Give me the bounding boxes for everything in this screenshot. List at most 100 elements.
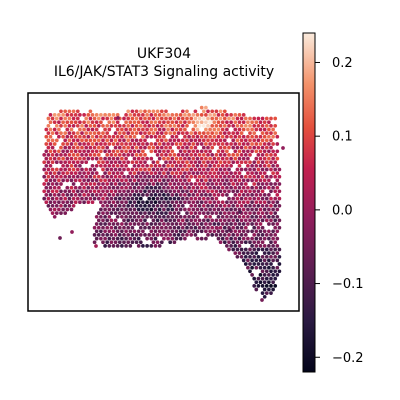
spot [248,116,252,121]
spot [185,233,189,237]
spot [208,142,212,146]
spot [92,167,97,172]
spot [134,138,139,143]
spot [82,113,86,117]
spot [176,116,181,121]
spot [159,138,164,143]
spot [65,200,70,205]
spot [204,214,208,219]
spot [105,167,110,172]
spot [149,214,154,219]
spot [199,105,204,110]
spot [101,174,105,179]
spot [141,142,145,146]
spot [128,178,133,183]
spot [231,160,236,165]
spot [258,273,263,277]
spot [86,127,91,132]
spot [246,222,250,226]
spot [48,127,53,132]
spot [115,142,120,146]
spot [153,193,158,197]
spot [210,203,215,208]
spot [271,163,275,168]
spot [204,127,208,132]
spot [94,156,99,161]
spot [215,226,219,230]
spot [111,229,116,234]
spot [69,127,74,132]
spot [220,200,225,205]
spot [239,218,244,223]
spot [92,182,97,186]
spot [170,171,175,175]
spot [246,134,250,139]
spot [99,142,103,146]
spot [248,269,252,274]
spot [239,240,244,245]
spot [143,211,147,215]
spot [197,123,202,128]
spot [260,182,265,186]
spot [227,211,231,215]
spot [71,196,76,201]
spot [88,138,93,143]
spot [48,200,53,205]
spot [248,160,252,165]
spot [151,116,156,121]
spot [92,123,97,128]
spot [153,171,158,175]
spot [258,214,263,219]
spot [126,167,131,172]
spot [256,218,261,223]
spot [115,156,120,161]
spot [269,218,273,223]
spot [199,207,204,212]
spot [54,131,59,135]
spot [225,222,229,226]
spot [168,182,173,186]
spot [273,167,278,172]
spot [193,225,198,230]
spot [237,244,242,248]
spot [243,218,248,223]
spot [113,182,118,186]
spot [237,185,242,190]
spot [172,116,177,121]
spot [269,211,273,215]
spot [254,229,259,234]
spot [63,174,68,179]
spot [199,156,204,161]
spot [183,142,187,146]
spot [239,196,244,201]
spot [204,178,208,183]
spot [132,113,137,117]
spot [187,113,191,117]
spot [208,207,212,212]
spot [260,138,265,143]
spot [201,167,206,172]
spot [166,193,170,197]
spot [88,174,93,179]
spot [183,229,187,234]
spot [183,178,187,183]
spot [187,185,191,190]
spot [124,156,128,161]
spot [218,218,223,223]
spot [256,116,261,121]
spot [141,244,145,248]
spot [162,120,166,125]
spot [216,134,221,139]
spot [155,174,160,179]
spot [260,298,264,302]
spot [256,247,261,252]
spot [183,222,187,226]
spot [59,131,63,135]
spot [246,120,250,125]
spot [176,174,181,179]
spot [256,276,261,281]
spot [50,174,55,179]
spot [193,138,198,143]
spot [48,149,53,154]
spot [229,214,233,219]
